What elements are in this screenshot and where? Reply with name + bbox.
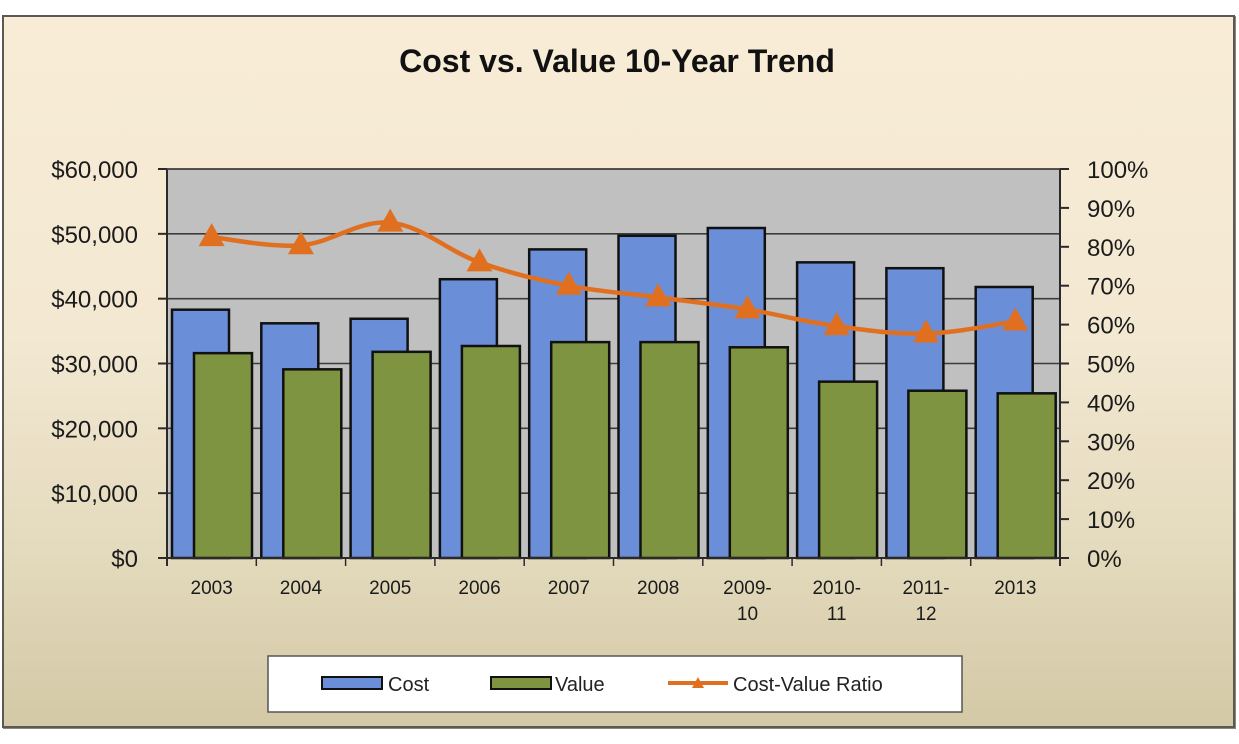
x-tick-label: 2013: [994, 578, 1036, 599]
ratio-marker-2005: [377, 208, 404, 232]
legend-swatch-cost: [321, 676, 383, 690]
bar-value-2011-12: [907, 389, 968, 560]
y-tick-label-left: $60,000: [51, 157, 138, 184]
ratio-marker-2006: [466, 248, 493, 272]
bar-value-2003: [192, 351, 254, 560]
x-tick-label: 2003: [191, 578, 233, 599]
ratio-marker-2007: [555, 271, 582, 295]
y-tick-label-left: $40,000: [51, 287, 138, 314]
y-tick-label-right: 10%: [1087, 507, 1135, 534]
x-tick-label: 12: [915, 604, 936, 625]
x-tick-label: 2011-: [902, 578, 949, 599]
axes: $60,000 $50,000 $40,000 $30,000 $20,000 $10,0…: [51, 157, 1148, 625]
x-tick-label: 2010-: [812, 578, 861, 599]
chart-title: Cost vs. Value 10-Year Trend: [399, 43, 835, 79]
bar-value-2010-11: [817, 380, 879, 560]
x-tick-label: 2004: [280, 578, 323, 599]
bar-value-2008: [639, 340, 700, 560]
ratio-line-layer: [198, 208, 1029, 343]
y-tick-label-right: 30%: [1087, 429, 1135, 456]
x-tick-label: 11: [827, 604, 847, 625]
y-tick-label-right: 40%: [1087, 390, 1135, 417]
ratio-marker-2013: [1002, 307, 1029, 331]
x-tick-label: 2008: [637, 578, 679, 599]
bar-value-2005: [371, 350, 432, 560]
y-tick-label-right: 50%: [1087, 352, 1135, 379]
bar-value-2006: [460, 344, 522, 560]
legend-swatch-value: [490, 676, 552, 690]
y-tick-label-right: 20%: [1087, 468, 1135, 495]
y-tick-label-right: 80%: [1087, 235, 1135, 262]
ratio-marker-2011-12: [913, 319, 940, 343]
y-tick-label-left: $0: [111, 546, 138, 573]
x-tick-label: 2006: [458, 578, 500, 599]
bar-value-2007: [549, 340, 611, 560]
ratio-line: [211, 220, 1016, 336]
legend-label-ratio: Cost-Value Ratio: [733, 674, 883, 696]
ratio-marker-2004: [287, 231, 314, 255]
y-tick-label-right: 100%: [1087, 157, 1148, 184]
bar-value-2009-10: [728, 346, 790, 560]
y-tick-label-left: $20,000: [51, 416, 138, 443]
ratio-marker-2009-10: [734, 295, 761, 319]
legend-marker-ratio-icon: [692, 677, 704, 688]
bars: [170, 226, 1057, 560]
bar-value-2013: [996, 392, 1057, 560]
ratio-marker-2008: [645, 283, 672, 307]
legend-label-value: Value: [555, 674, 605, 696]
x-tick-label: 10: [737, 604, 758, 625]
legend-box: [267, 655, 963, 713]
ratio-marker-2010-11: [823, 312, 850, 336]
y-tick-label-right: 70%: [1087, 274, 1135, 301]
y-tick-label-right: 0%: [1087, 546, 1122, 573]
y-tick-label-left: $10,000: [51, 481, 138, 508]
legend: Cost Value Cost-Value Ratio: [267, 655, 963, 713]
y-tick-label-right: 60%: [1087, 313, 1135, 340]
x-tick-label: 2007: [548, 578, 590, 599]
y-tick-label-right: 90%: [1087, 196, 1135, 223]
ratio-marker-2003: [198, 223, 225, 247]
legend-label-cost: Cost: [388, 674, 430, 696]
y-tick-label-left: $50,000: [51, 222, 138, 249]
x-tick-label: 2005: [369, 578, 411, 599]
x-tick-label: 2009-: [723, 578, 772, 599]
y-tick-label-left: $30,000: [51, 352, 138, 379]
bar-value-2004: [282, 368, 343, 560]
